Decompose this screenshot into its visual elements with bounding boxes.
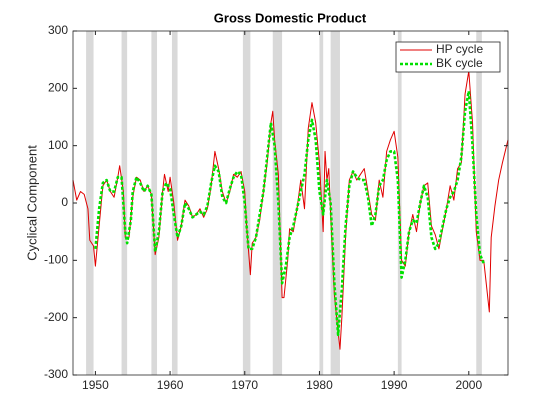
legend-label: HP cycle bbox=[436, 42, 483, 56]
series-line bbox=[72, 70, 509, 350]
y-tick-label: 200 bbox=[48, 81, 68, 95]
ticks: 1950 1960 1970 1980 1990 2000 -300 -200 -100 0 100… bbox=[44, 23, 508, 392]
shaded-region bbox=[330, 31, 340, 375]
x-tick-label: 1980 bbox=[306, 378, 333, 392]
shaded-region bbox=[151, 31, 158, 375]
y-tick-label: -200 bbox=[44, 310, 68, 324]
x-tick-label: 1950 bbox=[82, 378, 109, 392]
x-tick-label: 1960 bbox=[157, 378, 184, 392]
lines bbox=[72, 70, 509, 350]
shaded-region bbox=[171, 31, 178, 375]
x-tick-label: 1990 bbox=[381, 378, 408, 392]
legend-label: BK cycle bbox=[436, 56, 483, 70]
x-tick-label: 1970 bbox=[231, 378, 258, 392]
y-tick-label: 300 bbox=[48, 23, 68, 37]
x-tick-label: 2000 bbox=[455, 378, 482, 392]
legend-box bbox=[395, 41, 501, 73]
y-tick-label: -300 bbox=[44, 367, 68, 381]
shaded-region bbox=[242, 31, 251, 375]
plot-area bbox=[73, 31, 508, 375]
series-line bbox=[94, 89, 485, 337]
shaded-region bbox=[476, 31, 482, 375]
shaded-region bbox=[86, 31, 94, 375]
y-tick-label: -100 bbox=[44, 253, 68, 267]
y-axis-label: Cyclical Component bbox=[24, 145, 39, 261]
y-tick-label: 100 bbox=[48, 138, 68, 152]
y-tick-label: 0 bbox=[61, 195, 68, 209]
chart-title: Gross Domestic Product bbox=[214, 10, 367, 25]
